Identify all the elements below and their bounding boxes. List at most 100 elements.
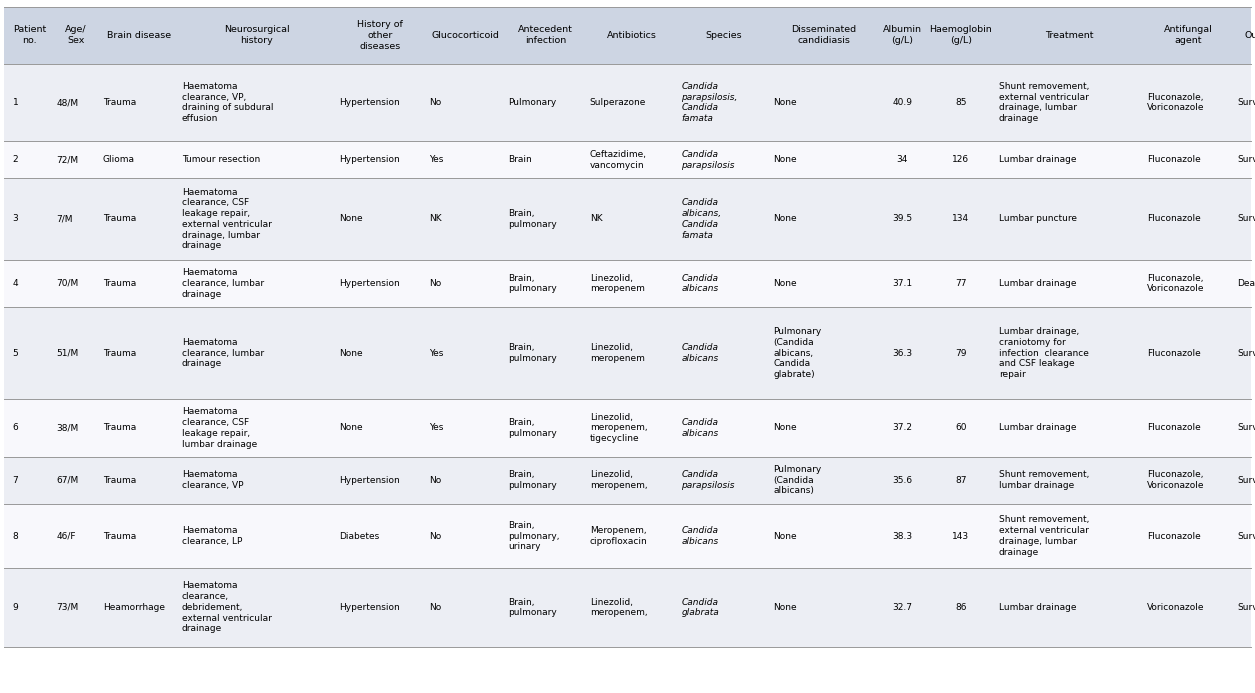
- Text: 134: 134: [953, 215, 969, 223]
- Text: Brain,
pulmonary: Brain, pulmonary: [508, 343, 557, 363]
- Text: 86: 86: [955, 603, 966, 612]
- Text: No: No: [429, 603, 442, 612]
- Text: Outcome: Outcome: [1245, 31, 1255, 40]
- Text: Linezolid,
meropenem: Linezolid, meropenem: [590, 274, 645, 293]
- Text: Linezolid,
meropenem,: Linezolid, meropenem,: [590, 471, 648, 490]
- Text: Disseminated
candidiasis: Disseminated candidiasis: [792, 26, 856, 45]
- Text: Fluconazole,
Voriconazole: Fluconazole, Voriconazole: [1147, 93, 1205, 112]
- Text: No: No: [429, 98, 442, 107]
- Text: Yes: Yes: [429, 423, 443, 432]
- Text: Shunt removement,
lumbar drainage: Shunt removement, lumbar drainage: [999, 471, 1089, 490]
- Text: Trauma: Trauma: [103, 423, 136, 432]
- Text: Candida
parapsilosis: Candida parapsilosis: [681, 471, 735, 490]
- Text: 9: 9: [13, 603, 19, 612]
- Text: Survived: Survived: [1237, 215, 1255, 223]
- Text: Haematoma
clearance, CSF
leakage repair,
external ventricular
drainage, lumbar
d: Haematoma clearance, CSF leakage repair,…: [182, 188, 272, 250]
- Text: 4: 4: [13, 279, 18, 288]
- Text: Fluconazole,
Voriconazole: Fluconazole, Voriconazole: [1147, 471, 1205, 490]
- Text: Fluconazole: Fluconazole: [1147, 423, 1201, 432]
- Text: Survived: Survived: [1237, 532, 1255, 541]
- Text: Haemoglobin
(g/L): Haemoglobin (g/L): [929, 26, 991, 45]
- Text: Survived: Survived: [1237, 476, 1255, 484]
- Text: None: None: [773, 215, 797, 223]
- Text: Shunt removement,
external ventricular
drainage, lumbar
drainage: Shunt removement, external ventricular d…: [999, 516, 1089, 556]
- Bar: [4, 568, 1251, 647]
- Text: Meropenem,
ciprofloxacin: Meropenem, ciprofloxacin: [590, 526, 648, 546]
- Text: NK: NK: [590, 215, 602, 223]
- Text: None: None: [773, 603, 797, 612]
- Text: 77: 77: [955, 279, 966, 288]
- Text: Trauma: Trauma: [103, 279, 136, 288]
- Text: Lumbar drainage,
craniotomy for
infection  clearance
and CSF leakage
repair: Lumbar drainage, craniotomy for infectio…: [999, 327, 1089, 379]
- Text: Voriconazole: Voriconazole: [1147, 603, 1205, 612]
- Text: Brain,
pulmonary: Brain, pulmonary: [508, 209, 557, 229]
- Text: 143: 143: [953, 532, 969, 541]
- Text: Lumbar drainage: Lumbar drainage: [999, 279, 1077, 288]
- Text: 3: 3: [13, 215, 19, 223]
- Text: Pulmonary: Pulmonary: [508, 98, 556, 107]
- Text: Trauma: Trauma: [103, 532, 136, 541]
- Text: Lumbar drainage: Lumbar drainage: [999, 423, 1077, 432]
- Text: 5: 5: [13, 349, 19, 358]
- Text: Neurosurgical
history: Neurosurgical history: [223, 26, 290, 45]
- Text: None: None: [339, 423, 363, 432]
- Text: 7/M: 7/M: [56, 215, 73, 223]
- Text: Candida
albicans,
Candida
famata: Candida albicans, Candida famata: [681, 198, 722, 240]
- Text: NK: NK: [429, 215, 442, 223]
- Text: Linezolid,
meropenem: Linezolid, meropenem: [590, 343, 645, 363]
- Text: Trauma: Trauma: [103, 215, 136, 223]
- Text: 36.3: 36.3: [892, 349, 912, 358]
- Text: None: None: [339, 215, 363, 223]
- Text: 60: 60: [955, 423, 966, 432]
- Text: Candida
albicans: Candida albicans: [681, 418, 719, 438]
- Text: History of
other
diseases: History of other diseases: [358, 20, 403, 51]
- Bar: [4, 399, 1251, 457]
- Text: Antibiotics: Antibiotics: [607, 31, 656, 40]
- Text: 37.2: 37.2: [892, 423, 912, 432]
- Text: Ceftazidime,
vancomycin: Ceftazidime, vancomycin: [590, 150, 646, 170]
- Text: Brain,
pulmonary: Brain, pulmonary: [508, 471, 557, 490]
- Text: Antecedent
infection: Antecedent infection: [518, 26, 572, 45]
- Text: Haematoma
clearance, CSF
leakage repair,
lumbar drainage: Haematoma clearance, CSF leakage repair,…: [182, 407, 257, 448]
- Text: Lumbar drainage: Lumbar drainage: [999, 155, 1077, 164]
- Bar: [4, 178, 1251, 260]
- Text: None: None: [773, 423, 797, 432]
- Text: 2: 2: [13, 155, 18, 164]
- Text: None: None: [339, 349, 363, 358]
- Text: Treatment: Treatment: [1045, 31, 1093, 40]
- Text: None: None: [773, 155, 797, 164]
- Bar: [4, 260, 1251, 307]
- Text: 79: 79: [955, 349, 966, 358]
- Text: Hypertension: Hypertension: [339, 98, 399, 107]
- Text: Trauma: Trauma: [103, 476, 136, 484]
- Text: Haematoma
clearance, VP,
draining of subdural
effusion: Haematoma clearance, VP, draining of sub…: [182, 82, 274, 123]
- Text: Lumbar drainage: Lumbar drainage: [999, 603, 1077, 612]
- Text: Lumbar puncture: Lumbar puncture: [999, 215, 1077, 223]
- Text: None: None: [773, 532, 797, 541]
- Text: Trauma: Trauma: [103, 98, 136, 107]
- Text: 46/F: 46/F: [56, 532, 77, 541]
- Text: 37.1: 37.1: [892, 279, 912, 288]
- Text: No: No: [429, 476, 442, 484]
- Text: Survived: Survived: [1237, 603, 1255, 612]
- Text: Diabetes: Diabetes: [339, 532, 379, 541]
- Text: Survived: Survived: [1237, 155, 1255, 164]
- Text: Hypertension: Hypertension: [339, 155, 399, 164]
- Text: 6: 6: [13, 423, 19, 432]
- Text: Haematoma
clearance, lumbar
drainage: Haematoma clearance, lumbar drainage: [182, 268, 264, 299]
- Text: Albumin
(g/L): Albumin (g/L): [882, 26, 922, 45]
- Text: Shunt removement,
external ventricular
drainage, lumbar
drainage: Shunt removement, external ventricular d…: [999, 82, 1089, 123]
- Text: Fluconazole: Fluconazole: [1147, 215, 1201, 223]
- Text: Hypertension: Hypertension: [339, 279, 399, 288]
- Bar: [4, 457, 1251, 504]
- Text: Antifungal
agent: Antifungal agent: [1165, 26, 1212, 45]
- Text: Brain,
pulmonary: Brain, pulmonary: [508, 418, 557, 438]
- Text: No: No: [429, 532, 442, 541]
- Text: Trauma: Trauma: [103, 349, 136, 358]
- Text: Fluconazole: Fluconazole: [1147, 349, 1201, 358]
- Bar: [4, 7, 1251, 64]
- Bar: [4, 504, 1251, 568]
- Text: Patient
no.: Patient no.: [13, 26, 46, 45]
- Text: 8: 8: [13, 532, 19, 541]
- Text: 126: 126: [953, 155, 969, 164]
